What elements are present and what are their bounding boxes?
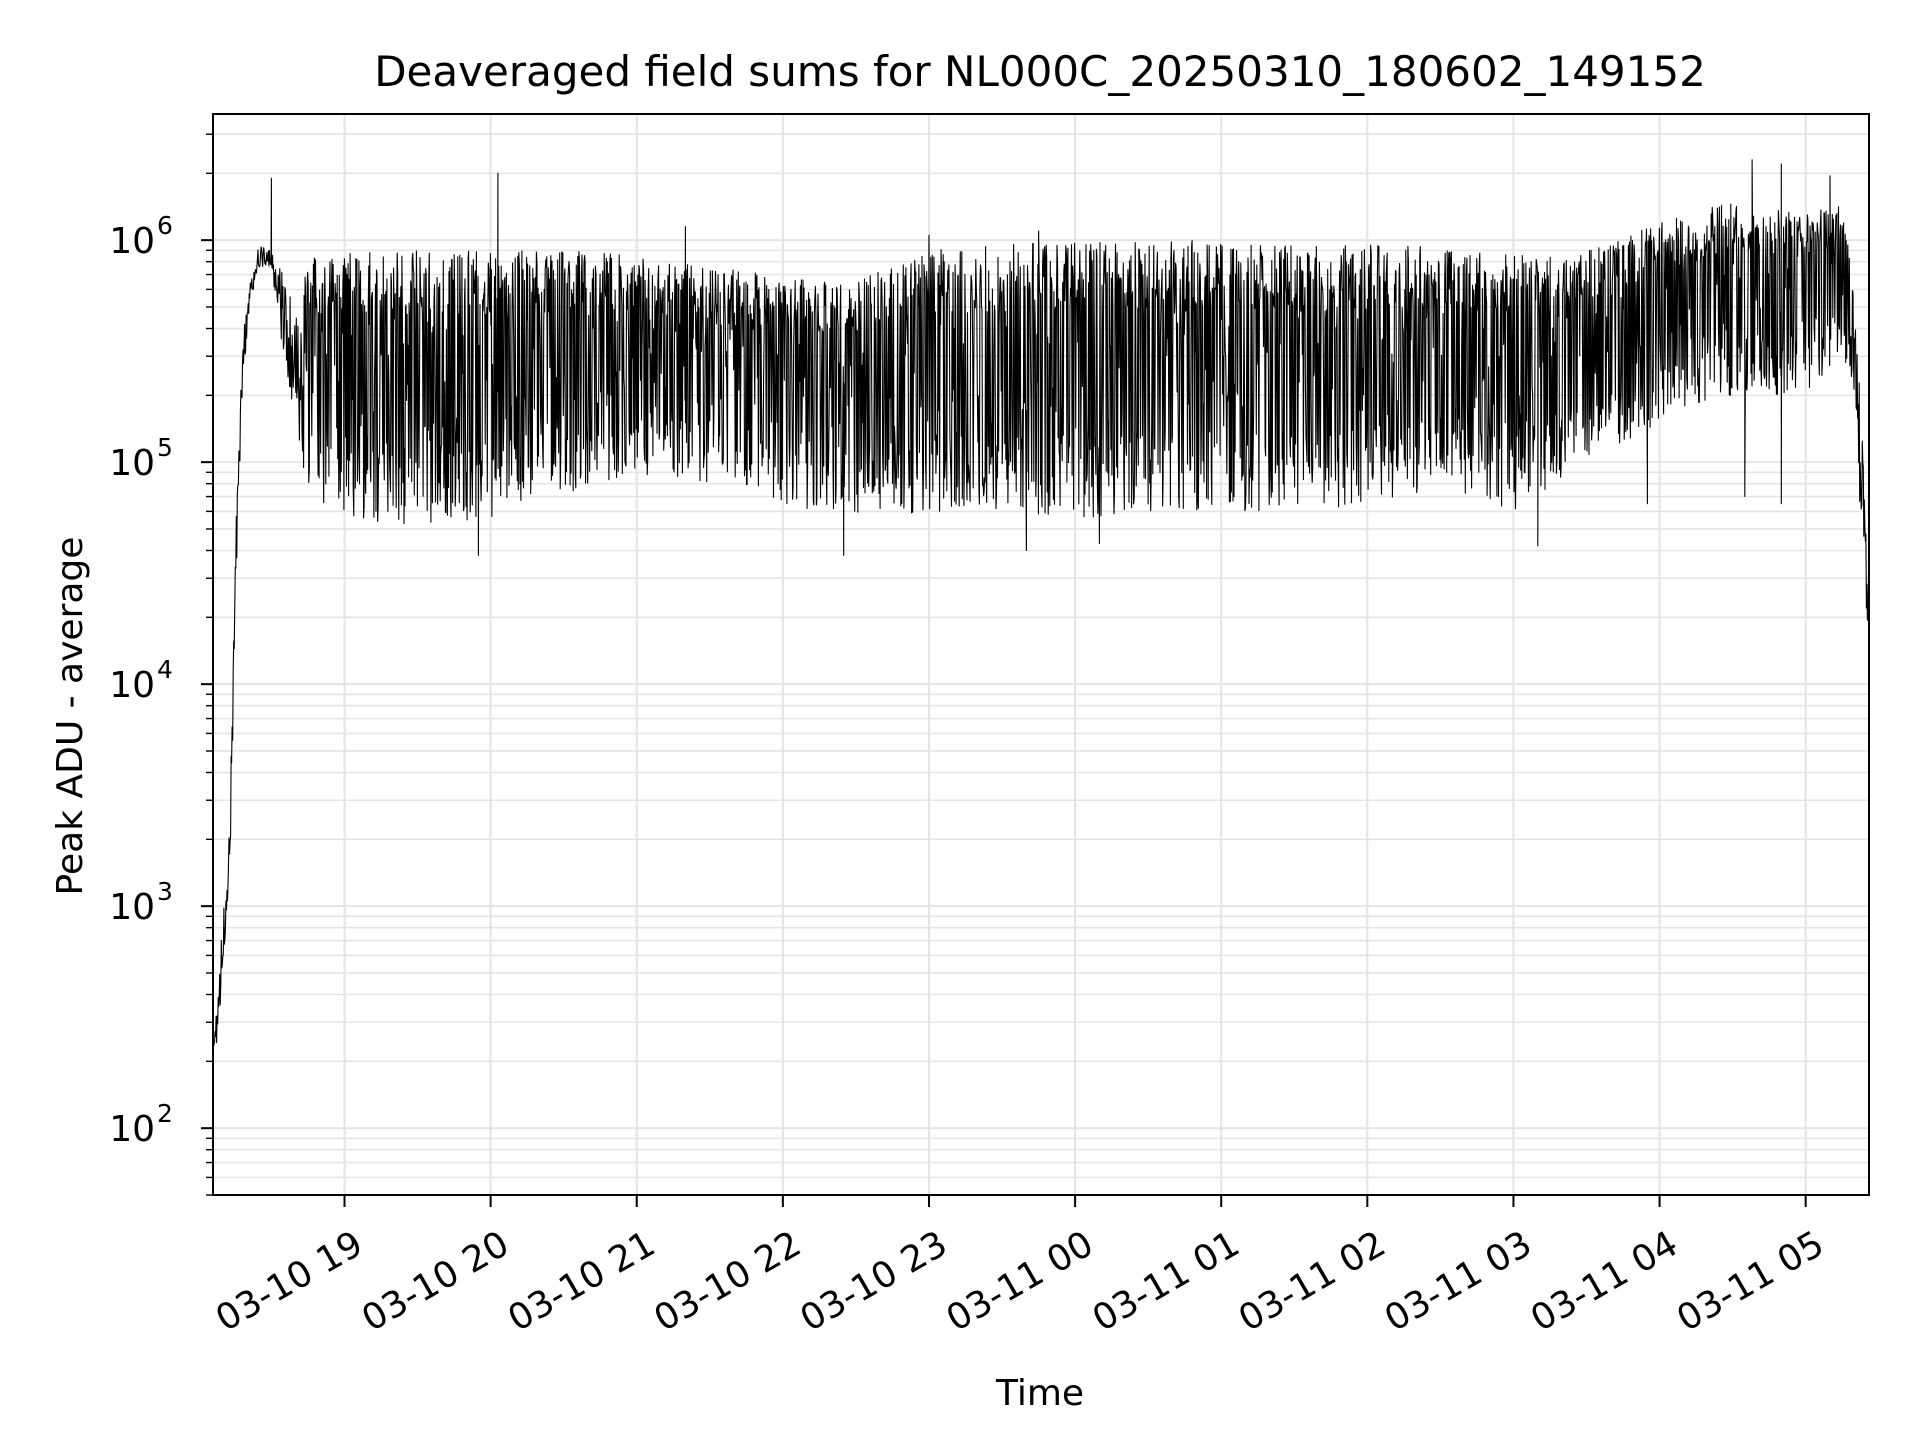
y-tick-exponent: 4 <box>157 655 173 684</box>
data-series-line <box>212 159 1870 1063</box>
y-tick-exponent: 3 <box>157 877 173 906</box>
plot-area <box>212 159 1870 1063</box>
y-tick-label: 10 <box>109 221 155 262</box>
chart-title: Deaveraged field sums for NL000C_2025031… <box>374 47 1706 96</box>
y-tick-exponent: 2 <box>157 1099 173 1128</box>
y-tick-label: 10 <box>109 1109 155 1150</box>
y-tick-label: 10 <box>109 887 155 928</box>
plot-frame <box>212 113 1870 1196</box>
grid-layer <box>213 114 1869 1196</box>
y-tick-label: 10 <box>109 665 155 706</box>
y-tick-exponent: 6 <box>157 211 173 240</box>
y-tick-exponent: 5 <box>157 433 173 462</box>
y-tick-label: 10 <box>109 443 155 484</box>
x-axis-label: Time <box>995 1373 1084 1414</box>
y-axis-label: Peak ADU - average <box>50 537 91 896</box>
